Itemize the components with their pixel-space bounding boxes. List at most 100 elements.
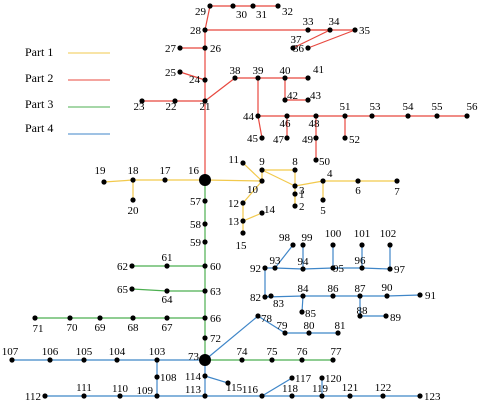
node-81 xyxy=(335,330,341,336)
legend-label-part-4: Part 4 xyxy=(25,121,53,135)
node-label-26: 26 xyxy=(210,43,222,55)
node-89 xyxy=(383,313,389,319)
node-label-16: 16 xyxy=(188,165,200,177)
node-label-36: 36 xyxy=(293,43,305,55)
edge-3-4 xyxy=(294,180,324,187)
node-label-61: 61 xyxy=(162,252,173,264)
node-label-12: 12 xyxy=(228,198,239,210)
node-label-82: 82 xyxy=(250,292,261,304)
node-50 xyxy=(313,157,319,163)
node-label-31: 31 xyxy=(256,9,267,21)
node-label-44: 44 xyxy=(243,111,255,123)
node-label-38: 38 xyxy=(230,65,242,77)
node-56 xyxy=(464,113,470,119)
node-29 xyxy=(207,3,213,9)
node-label-121: 121 xyxy=(342,382,359,394)
node-34 xyxy=(327,27,333,33)
node-label-19: 19 xyxy=(95,165,107,177)
node-93 xyxy=(272,265,278,271)
node-label-84: 84 xyxy=(298,283,310,295)
node-105 xyxy=(81,357,87,363)
node-3 xyxy=(292,183,298,189)
node-92 xyxy=(262,265,268,271)
node-61 xyxy=(164,263,170,269)
node-7 xyxy=(394,178,400,184)
node-110 xyxy=(117,393,123,399)
edge-78-79 xyxy=(257,315,286,334)
node-19 xyxy=(101,179,107,185)
node-label-2: 2 xyxy=(299,201,305,213)
node-label-68: 68 xyxy=(128,322,140,334)
node-27 xyxy=(177,45,183,51)
node-label-66: 66 xyxy=(210,313,222,325)
node-label-120: 120 xyxy=(325,373,342,385)
node-118 xyxy=(289,393,295,399)
node-label-32: 32 xyxy=(282,6,293,18)
node-35 xyxy=(352,27,358,33)
node-39 xyxy=(255,75,261,81)
node-label-113: 113 xyxy=(185,384,202,396)
edge-9-3 xyxy=(261,169,296,187)
node-66 xyxy=(202,315,208,321)
edge-layer xyxy=(12,5,467,397)
node-label-111: 111 xyxy=(76,382,92,394)
legend-label-part-3: Part 3 xyxy=(25,97,53,111)
node-65 xyxy=(129,286,135,292)
node-43 xyxy=(305,97,311,103)
node-16 xyxy=(199,174,211,186)
node-label-28: 28 xyxy=(190,25,202,37)
node-label-20: 20 xyxy=(128,205,140,217)
node-72 xyxy=(202,335,208,341)
node-13 xyxy=(240,218,246,224)
node-90 xyxy=(384,293,390,299)
node-label-102: 102 xyxy=(380,228,397,240)
edge-44-45 xyxy=(257,115,263,139)
node-label-122: 122 xyxy=(375,382,392,394)
node-label-115: 115 xyxy=(226,382,243,394)
node-38 xyxy=(232,75,238,81)
node-label-90: 90 xyxy=(382,282,394,294)
node-97 xyxy=(387,266,393,272)
node-99 xyxy=(300,242,306,248)
node-18 xyxy=(130,177,136,183)
node-label-13: 13 xyxy=(228,216,240,228)
node-116 xyxy=(259,393,265,399)
edge-21-38 xyxy=(204,77,236,102)
node-label-45: 45 xyxy=(247,133,259,145)
node-label-107: 107 xyxy=(2,346,19,358)
node-label-104: 104 xyxy=(109,346,126,358)
edge-94-95 xyxy=(302,267,334,270)
node-label-78: 78 xyxy=(261,313,273,325)
node-label-42: 42 xyxy=(287,90,298,102)
node-76 xyxy=(299,357,305,363)
node-36 xyxy=(305,45,311,51)
node-label-100: 100 xyxy=(325,228,342,240)
node-label-96: 96 xyxy=(355,255,367,267)
edge-116-117 xyxy=(261,377,293,397)
node-121 xyxy=(347,393,353,399)
node-78 xyxy=(255,313,261,319)
node-49 xyxy=(313,135,319,141)
node-label-55: 55 xyxy=(432,101,444,113)
node-label-63: 63 xyxy=(210,286,222,298)
node-label-123: 123 xyxy=(424,391,441,403)
node-label-98: 98 xyxy=(279,232,291,244)
node-label-70: 70 xyxy=(67,322,79,334)
node-83 xyxy=(268,293,274,299)
node-41 xyxy=(305,75,311,81)
node-8 xyxy=(292,167,298,173)
node-23 xyxy=(139,98,145,104)
node-label-93: 93 xyxy=(270,255,282,267)
node-24 xyxy=(202,77,208,83)
edge-13-14 xyxy=(242,212,263,222)
node-91 xyxy=(417,292,423,298)
node-label-25: 25 xyxy=(165,67,177,79)
node-95 xyxy=(330,265,336,271)
node-106 xyxy=(47,357,53,363)
node-label-24: 24 xyxy=(189,74,201,86)
edge-114-115 xyxy=(204,375,229,384)
node-label-48: 48 xyxy=(309,118,321,130)
node-layer xyxy=(9,3,470,399)
edge-84-85 xyxy=(301,295,304,313)
node-9 xyxy=(259,167,265,173)
